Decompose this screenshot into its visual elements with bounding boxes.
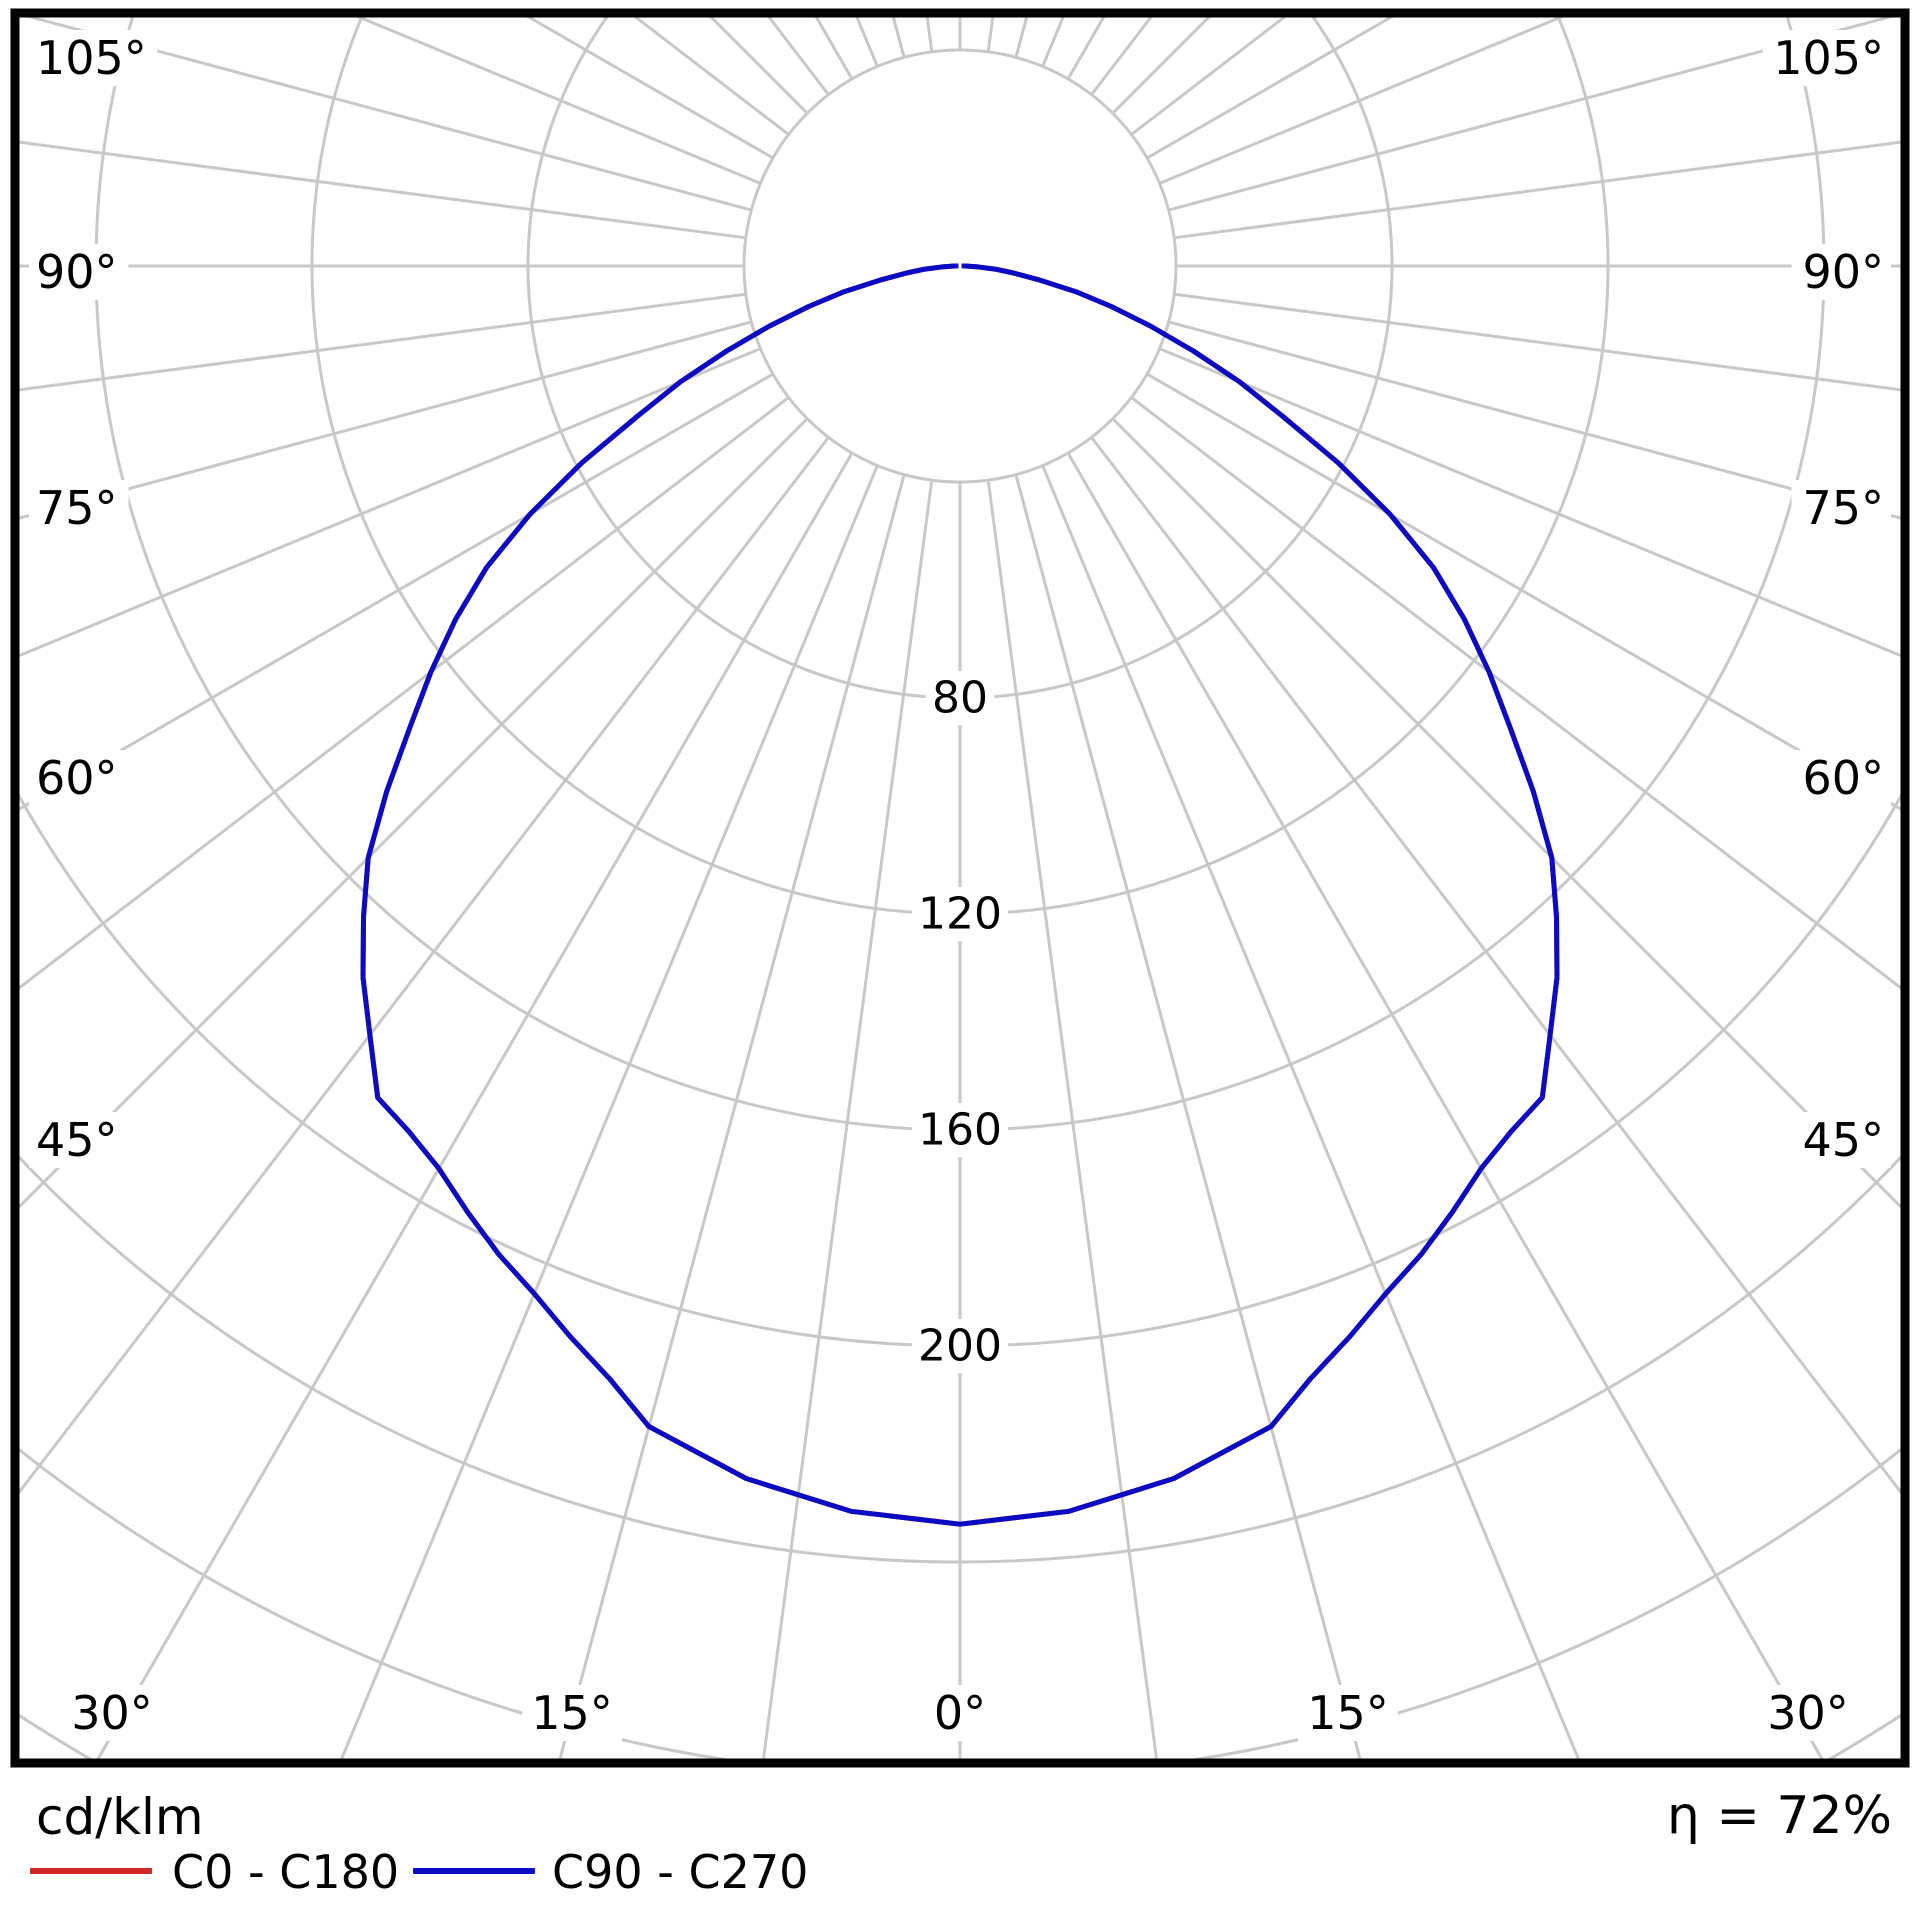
angle-label-left-90-bg — [29, 244, 129, 300]
angle-label-bottom-2-bg — [924, 1685, 996, 1741]
grid-spoke-112.5 — [1158, 17, 1566, 185]
grid-spoke-105 — [1168, 17, 1896, 212]
angle-label-bottom-4: 30° — [1767, 1686, 1849, 1740]
grid-spoke-345 — [558, 474, 906, 1759]
angle-label-right-75-bg — [1791, 480, 1891, 536]
legend-line-c90-c270 — [413, 1868, 535, 1874]
angle-label-right-90: 90° — [1802, 245, 1884, 299]
angle-label-right-60-bg — [1791, 750, 1891, 806]
grid-spoke-7.5 — [986, 479, 1159, 1759]
grid-spoke-337.5 — [339, 464, 879, 1759]
angle-label-right-105-bg — [1762, 30, 1891, 86]
legend-label-c0-c180: C0 - C180 — [172, 1845, 400, 1899]
radial-tick-160-bg — [912, 1103, 1008, 1157]
angle-label-bottom-0: 30° — [71, 1686, 153, 1740]
grid-spoke-240 — [525, 17, 774, 160]
radial-tick-80: 80 — [932, 673, 988, 724]
angle-label-bottom-1-bg — [522, 1685, 622, 1741]
grid-spoke-277.5 — [19, 292, 747, 392]
grid-spoke-67.5 — [1158, 347, 1901, 658]
radial-tick-120-bg — [912, 887, 1008, 941]
grid-spoke-37.5 — [1090, 436, 1901, 1495]
angle-label-bottom-3: 15° — [1307, 1686, 1389, 1740]
angle-label-right-90-bg — [1791, 244, 1891, 300]
grid-spoke-262.5 — [19, 140, 747, 240]
angle-label-left-105-bg — [29, 30, 158, 86]
radial-tick-200: 200 — [918, 1321, 1002, 1372]
angle-label-right-45-bg — [1791, 1112, 1891, 1168]
radial-tick-160: 160 — [918, 1105, 1002, 1156]
grid-spoke-352.5 — [761, 479, 934, 1759]
grid-spoke-22.5 — [1041, 464, 1581, 1759]
grid-spoke-307.5 — [19, 396, 790, 990]
grid-spoke-82.5 — [1173, 292, 1901, 392]
radial-tick-200-bg — [912, 1319, 1008, 1373]
angle-label-left-45: 45° — [36, 1113, 118, 1167]
angle-label-left-105: 105° — [36, 31, 147, 85]
grid-spoke-315 — [19, 417, 809, 1210]
radial-tick-80-bg — [925, 671, 995, 725]
grid-spoke-52.5 — [1130, 396, 1901, 990]
angle-label-left-45-bg — [29, 1112, 129, 1168]
angle-label-bottom-1: 15° — [531, 1686, 613, 1740]
efficiency-label: η = 72% — [1666, 1786, 1892, 1846]
grid-spoke-15 — [1014, 474, 1362, 1759]
grid-spoke-247.5 — [354, 17, 762, 185]
angle-label-bottom-2: 0° — [934, 1686, 986, 1740]
angle-label-right-75: 75° — [1802, 481, 1884, 535]
angle-label-left-90: 90° — [36, 245, 118, 299]
grid-spoke-322.5 — [19, 436, 830, 1495]
radial-tick-120: 120 — [918, 889, 1002, 940]
plot-frame — [10, 8, 1910, 1768]
angle-label-left-75-bg — [29, 480, 129, 536]
angle-label-bottom-3-bg — [1298, 1685, 1398, 1741]
angle-label-left-60: 60° — [36, 751, 118, 805]
grid-spoke-45 — [1111, 417, 1901, 1210]
grid-spoke-285 — [19, 320, 752, 520]
grid-spoke-30 — [1066, 452, 1824, 1759]
angle-label-right-60: 60° — [1802, 751, 1884, 805]
grid-spoke-255 — [24, 17, 752, 212]
grid-spoke-75 — [1168, 320, 1901, 520]
angle-label-bottom-0-bg — [62, 1685, 162, 1741]
grid-spoke-120 — [1146, 17, 1395, 160]
curve-C90-C270 — [360, 263, 1560, 1527]
unit-label: cd/klm — [36, 1788, 204, 1846]
angle-label-left-75: 75° — [36, 481, 118, 535]
grid-circle-40 — [742, 48, 1178, 484]
angle-label-left-60-bg — [29, 750, 129, 806]
angle-label-right-45: 45° — [1802, 1113, 1884, 1167]
legend-line-c0-c180 — [30, 1868, 152, 1874]
angle-label-bottom-4-bg — [1758, 1685, 1858, 1741]
grid-spoke-330 — [96, 452, 854, 1759]
grid-spoke-292.5 — [19, 347, 762, 658]
legend-label-c90-c270: C90 - C270 — [552, 1845, 809, 1899]
grid-spoke-97.5 — [1173, 140, 1901, 240]
angle-label-right-105: 105° — [1773, 31, 1884, 85]
